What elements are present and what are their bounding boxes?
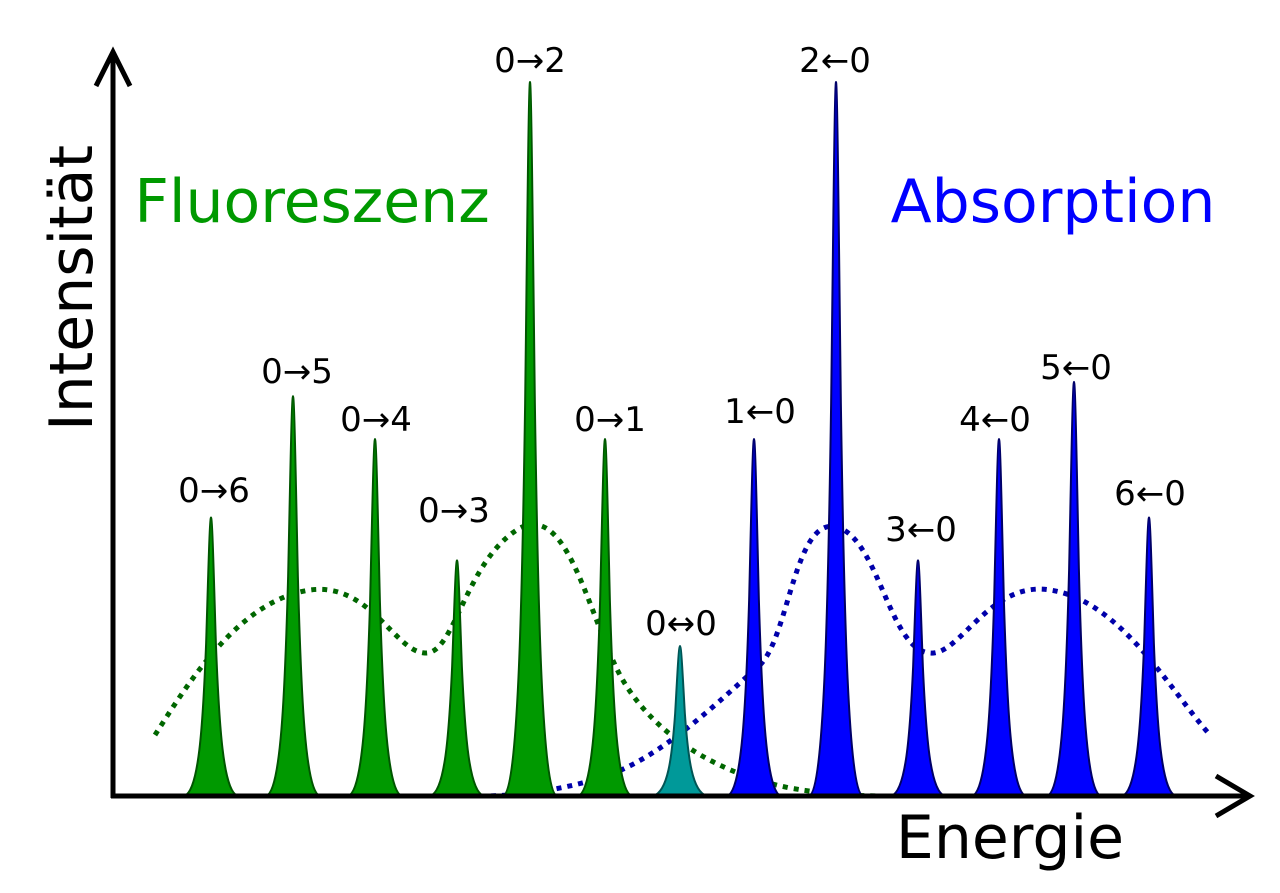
fluorescence-peak-label: 0→5 [261,352,333,392]
axes [93,46,1255,819]
absorption-peak [1046,380,1102,797]
fluorescence-peak [429,559,485,797]
fluorescence-peaks: 0→6 0→50→4 0→3 0→2 0→1 [178,41,646,797]
absorption-peak [808,80,864,797]
fluorescence-peak [577,437,633,797]
origin-peak-group: 0↔0 [645,604,717,797]
absorption-peak [726,437,782,797]
absorption-peak [890,559,946,797]
fluorescence-peak-label: 0→3 [418,491,490,531]
absorption-peak-label: 5←0 [1040,348,1112,388]
fluorescence-peak [502,80,558,797]
fluorescence-title: Fluoreszenz [134,167,489,237]
x-axis-label: Energie [896,803,1124,873]
fluorescence-peak-label: 0→4 [340,400,412,440]
origin-peak [652,645,708,797]
absorption-peak [971,437,1027,797]
fluorescence-peak-label: 0→2 [494,41,566,81]
fluorescence-peak-label: 0→1 [574,400,646,440]
absorption-peak-label: 3←0 [885,510,957,550]
absorption-title: Absorption [891,167,1216,237]
fluorescence-peak [183,516,239,797]
absorption-peaks: 1←0 2←0 3←0 4←05←0 6←0 [724,41,1186,797]
fluorescence-peak-label: 0→6 [178,471,250,511]
absorption-peak-label: 1←0 [724,392,796,432]
absorption-peak-label: 6←0 [1114,474,1186,514]
fluorescence-peak [265,395,321,797]
absorption-peak-label: 2←0 [799,41,871,81]
y-axis-arrowhead [93,46,133,88]
origin-peak-label: 0↔0 [645,604,717,644]
absorption-peak [1121,516,1177,797]
x-axis-arrowhead [1214,773,1255,819]
absorption-peak-label: 4←0 [959,400,1031,440]
fluorescence-peak [347,437,403,797]
y-axis-label: Intensität [37,145,107,431]
